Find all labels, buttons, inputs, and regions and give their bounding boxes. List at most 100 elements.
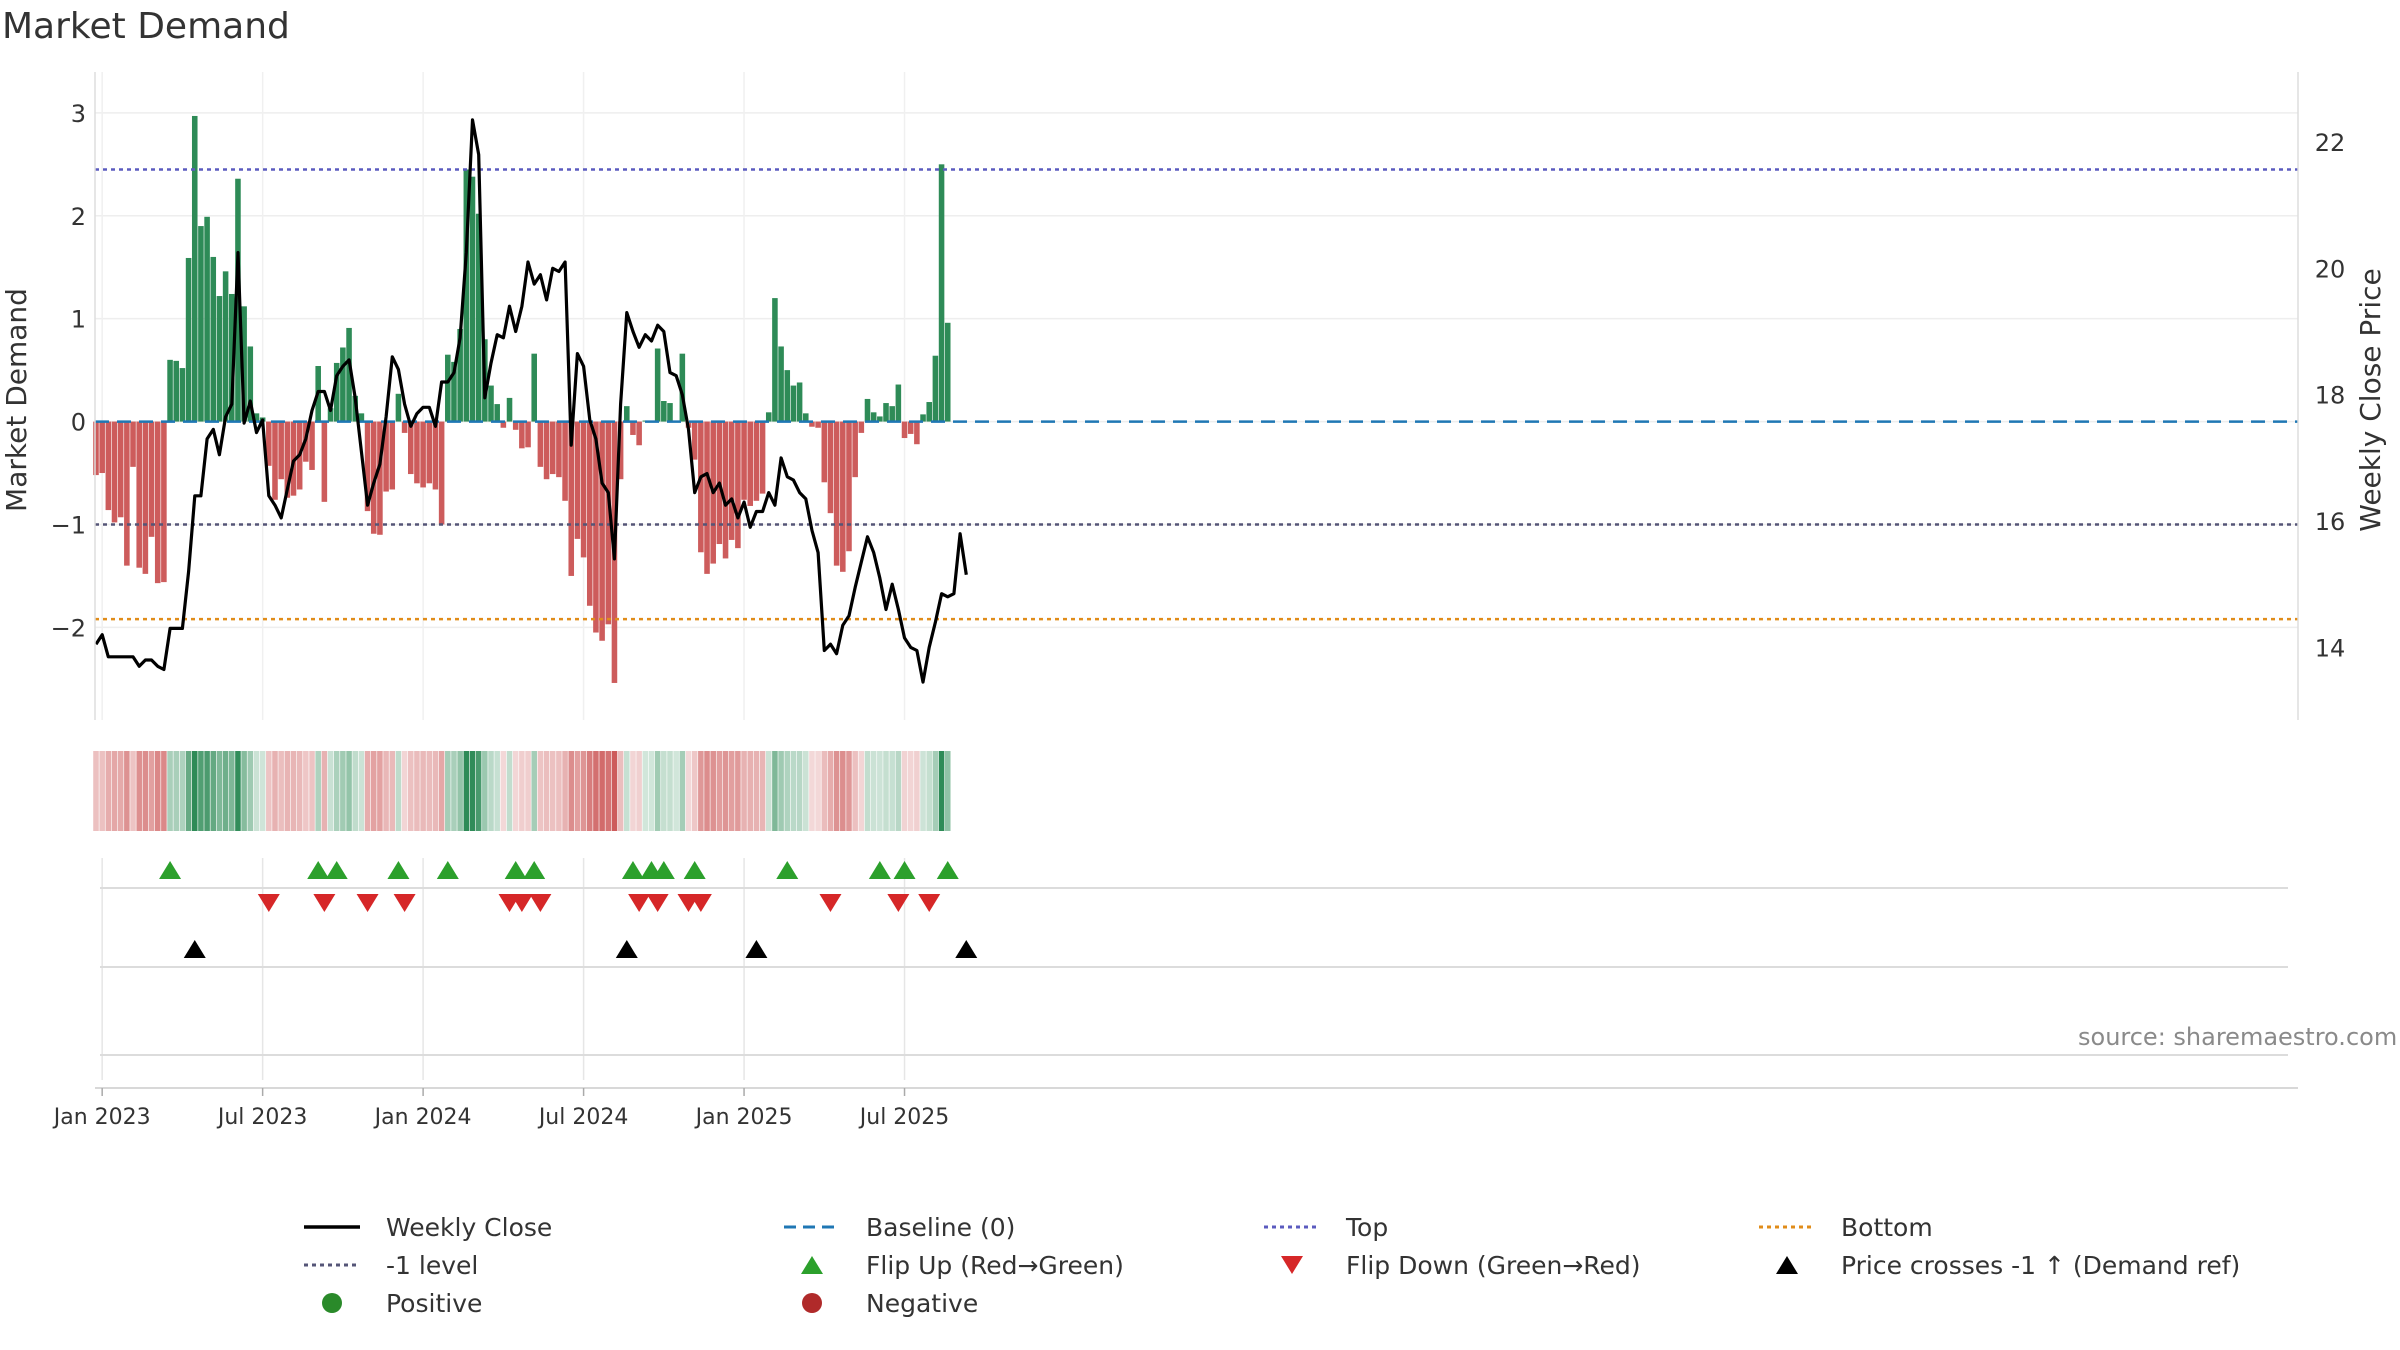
heat-cell xyxy=(599,751,605,831)
heat-cell xyxy=(778,751,784,831)
heat-cell xyxy=(593,751,599,831)
heat-cell xyxy=(537,751,544,831)
demand-bar xyxy=(358,413,365,422)
heat-cell xyxy=(124,751,130,831)
legend-swatch-triangle xyxy=(801,1256,823,1274)
heat-cell xyxy=(179,751,186,831)
flip-up-marker xyxy=(325,861,348,879)
demand-bar xyxy=(858,421,865,433)
demand-bar xyxy=(636,421,642,446)
heat-cell xyxy=(482,751,488,831)
demand-bar xyxy=(901,421,908,439)
demand-heat-strip xyxy=(93,751,951,831)
heat-cell xyxy=(377,751,383,831)
demand-bar xyxy=(512,421,519,430)
heat-cell xyxy=(617,751,624,831)
demand-bar xyxy=(624,406,630,422)
heat-cell xyxy=(142,751,149,831)
heat-cell xyxy=(414,751,420,831)
heat-cell xyxy=(266,751,272,831)
heat-cell xyxy=(210,751,217,831)
demand-bar xyxy=(759,421,766,494)
demand-bar xyxy=(309,421,315,470)
heat-cell xyxy=(185,751,192,831)
demand-bar xyxy=(525,421,531,448)
heat-cell xyxy=(765,751,772,831)
heat-cell xyxy=(747,751,754,831)
legend-swatch xyxy=(801,1256,823,1274)
demand-bar xyxy=(407,421,414,475)
flip-up-marker xyxy=(893,861,916,879)
heat-cell xyxy=(136,751,142,831)
legend-item: Positive xyxy=(300,1286,482,1320)
demand-bar xyxy=(543,421,550,480)
heat-cell xyxy=(167,751,173,831)
demand-bar xyxy=(117,421,124,518)
heat-cell xyxy=(235,751,241,831)
price-cross-marker xyxy=(615,940,638,958)
heat-cell xyxy=(784,751,791,831)
heat-cell xyxy=(130,751,136,831)
demand-bar xyxy=(815,421,821,428)
heat-cell xyxy=(722,751,729,831)
heat-cell xyxy=(469,751,476,831)
signal-marker-rows xyxy=(100,861,2288,1056)
heat-cell xyxy=(648,751,655,831)
demand-bar xyxy=(488,385,494,422)
price-line-layer xyxy=(94,118,968,684)
heat-cell xyxy=(772,751,778,831)
flip-up-marker xyxy=(621,861,644,879)
demand-bar xyxy=(136,421,142,568)
demand-bar xyxy=(451,361,457,422)
heat-cell xyxy=(679,751,686,831)
flip-down-marker xyxy=(313,894,336,912)
demand-bar xyxy=(753,421,760,501)
heat-cell xyxy=(759,751,766,831)
heat-cell xyxy=(685,751,692,831)
chart-title: Market Demand xyxy=(2,6,290,47)
demand-bar xyxy=(568,421,575,576)
flip-down-marker xyxy=(819,894,842,912)
legend-label: Flip Up (Red→Green) xyxy=(866,1250,1124,1280)
demand-bar xyxy=(562,421,568,501)
demand-bar xyxy=(340,347,346,422)
heat-cell xyxy=(840,751,846,831)
heat-cell xyxy=(173,751,180,831)
heat-cell xyxy=(346,751,352,831)
demand-bar xyxy=(537,421,544,467)
demand-bar xyxy=(679,353,686,422)
demand-bar xyxy=(796,382,803,422)
demand-bar xyxy=(549,421,556,475)
heat-cell xyxy=(395,751,402,831)
flip-up-marker xyxy=(683,861,706,879)
flip-down-marker xyxy=(689,894,712,912)
flip-down-marker xyxy=(393,894,416,912)
heat-cell xyxy=(506,751,513,831)
heat-cell xyxy=(531,751,537,831)
demand-bar xyxy=(883,403,889,422)
legend-item: Price crosses -1 ↑ (Demand ref) xyxy=(1755,1248,2240,1282)
legend-swatch xyxy=(784,1225,840,1229)
demand-bar xyxy=(852,421,858,478)
legend-item: -1 level xyxy=(300,1248,478,1282)
heat-cell xyxy=(803,751,809,831)
demand-bar xyxy=(494,404,500,422)
demand-bar xyxy=(241,306,247,422)
demand-bar xyxy=(247,346,254,422)
heat-cell xyxy=(741,751,747,831)
heat-cell xyxy=(883,751,889,831)
y-left-tick-label: 2 xyxy=(71,203,86,231)
heat-cell xyxy=(364,751,371,831)
y-right-tick-label: 18 xyxy=(2315,382,2346,410)
flip-up-marker xyxy=(387,861,410,879)
heat-cell xyxy=(148,751,155,831)
demand-bar xyxy=(803,413,809,422)
flip-down-marker xyxy=(510,894,533,912)
demand-bar xyxy=(185,257,192,422)
demand-bar xyxy=(741,421,747,500)
legend-label: -1 level xyxy=(386,1250,479,1280)
demand-bar xyxy=(401,421,408,433)
demand-bar xyxy=(432,421,439,490)
legend-swatch xyxy=(1264,1225,1320,1229)
heat-cell xyxy=(833,751,840,831)
